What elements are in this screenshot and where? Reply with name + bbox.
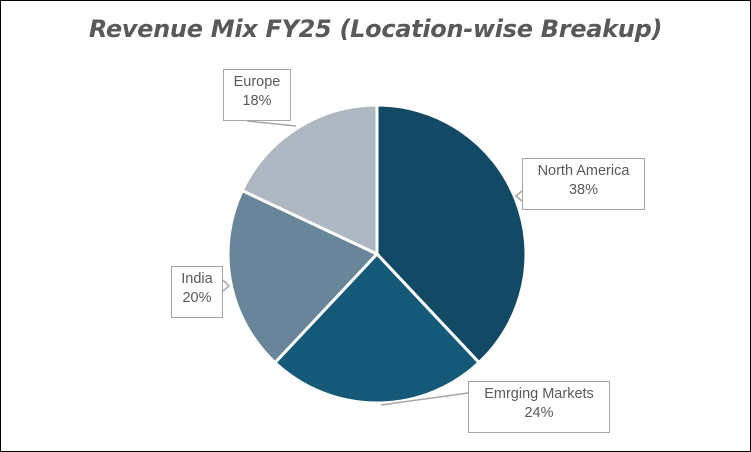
leader-line: [514, 190, 523, 202]
leader-line: [380, 392, 469, 406]
pie-slice-india: [226, 188, 380, 365]
label-north-america: North America 38%: [522, 158, 645, 210]
leader-line: [246, 120, 297, 127]
label-india: India 20%: [171, 266, 223, 318]
pie-slice-north-america: [375, 103, 528, 365]
chart-title: Revenue Mix FY25 (Location-wise Breakup): [88, 15, 663, 43]
leader-line: [222, 279, 231, 292]
pie-slice-europe: [240, 103, 379, 257]
label-europe: Europe 18%: [223, 69, 291, 121]
pie-slice-emrging-markets: [272, 251, 482, 405]
label-emrging-markets: Emrging Markets 24%: [468, 381, 610, 433]
